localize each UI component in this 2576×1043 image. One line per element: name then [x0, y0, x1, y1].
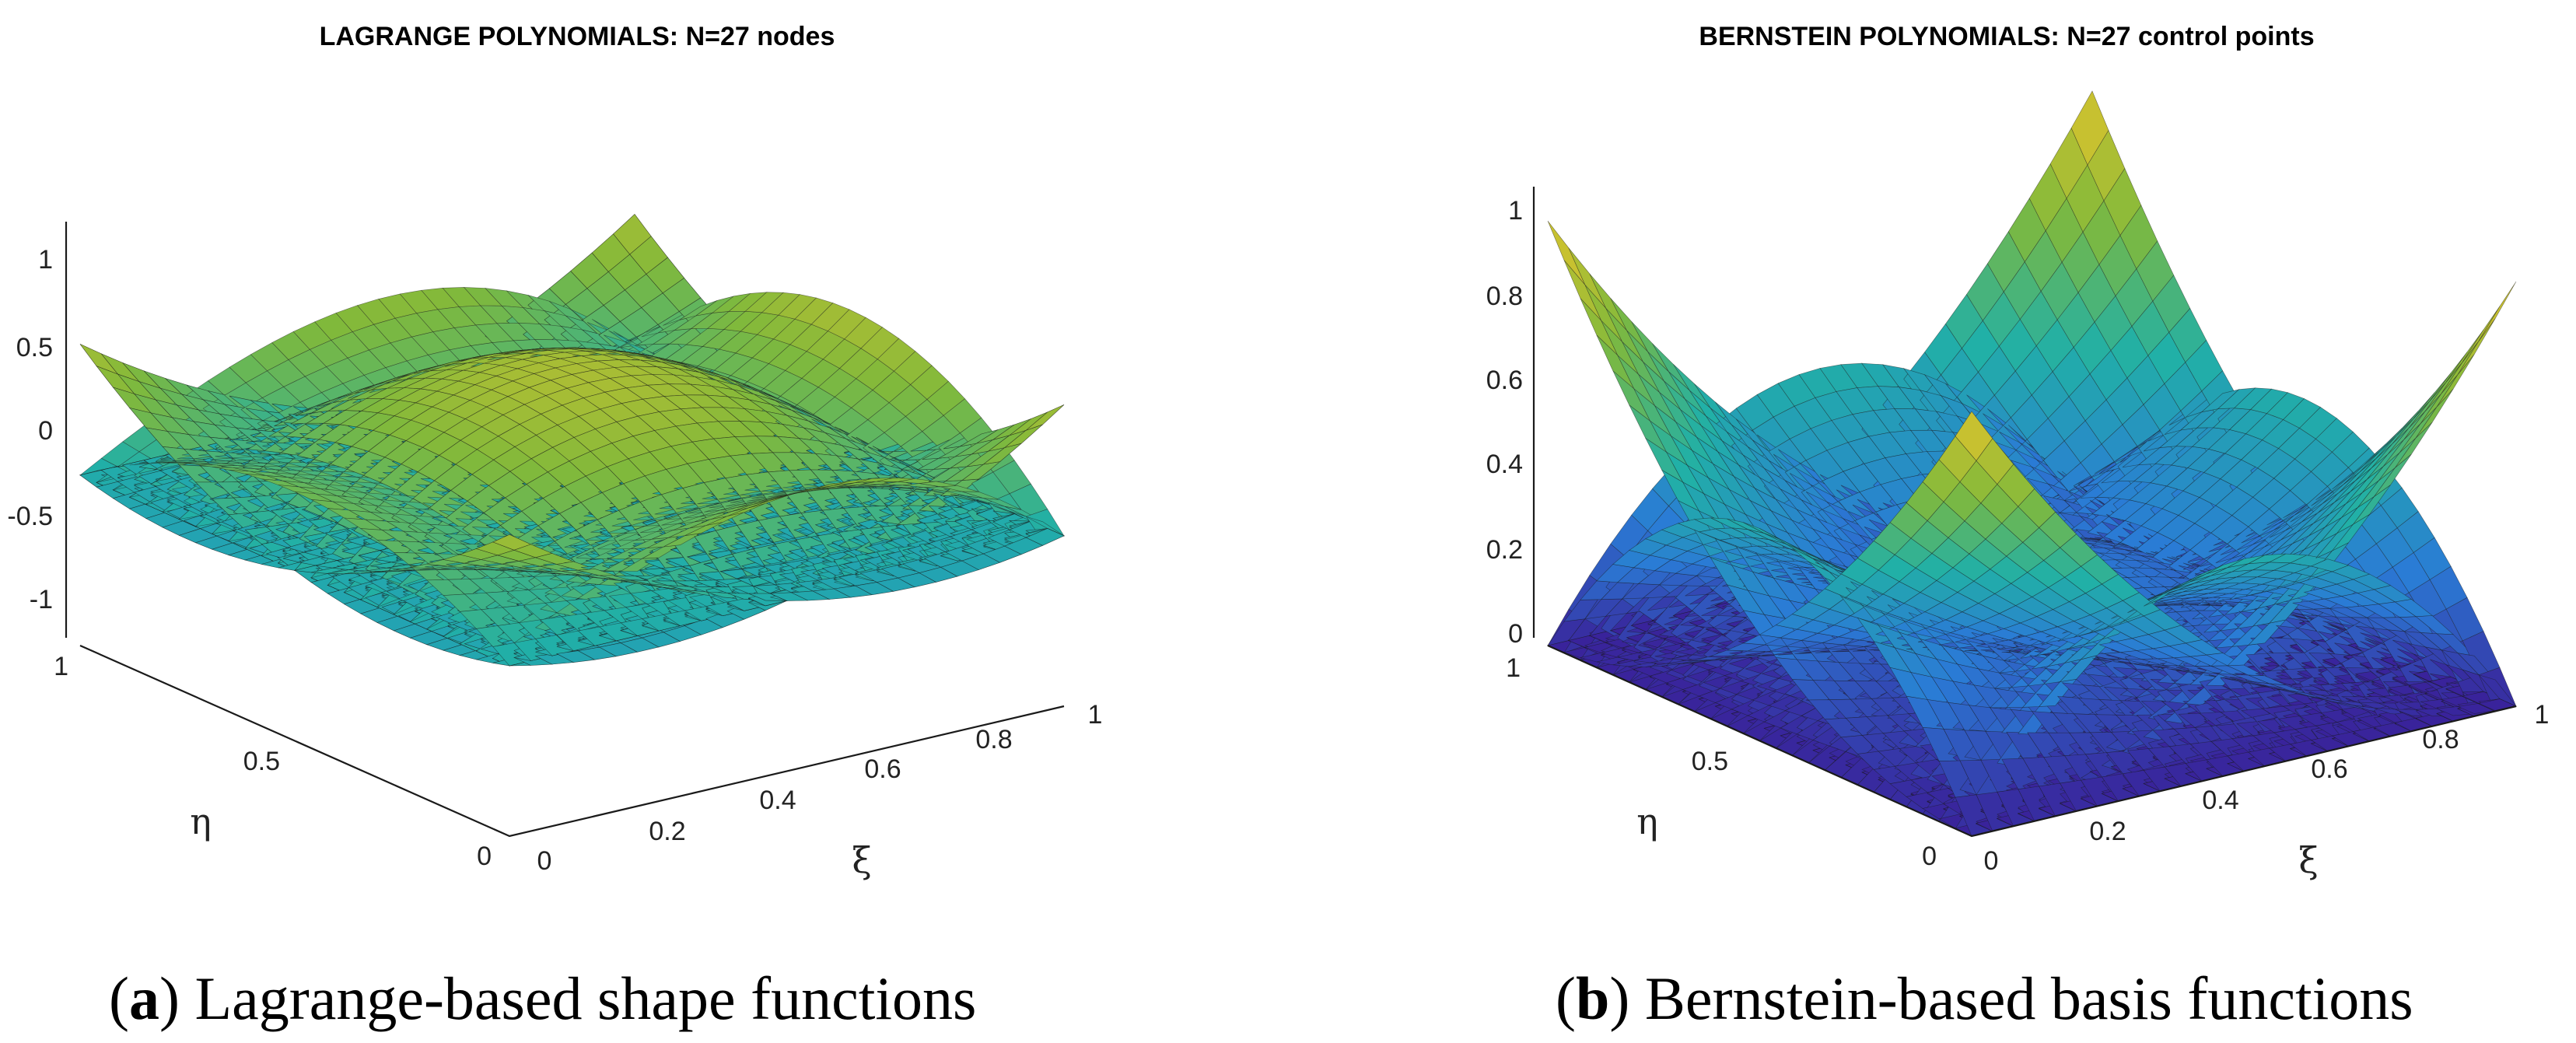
lagrange-title: LAGRANGE POLYNOMIALS: N=27 nodes [320, 22, 835, 51]
lagrange-surface [79, 213, 1065, 667]
lagrange-panel: LAGRANGE POLYNOMIALS: N=27 nodes 1 0.5 0… [7, 22, 1102, 1032]
